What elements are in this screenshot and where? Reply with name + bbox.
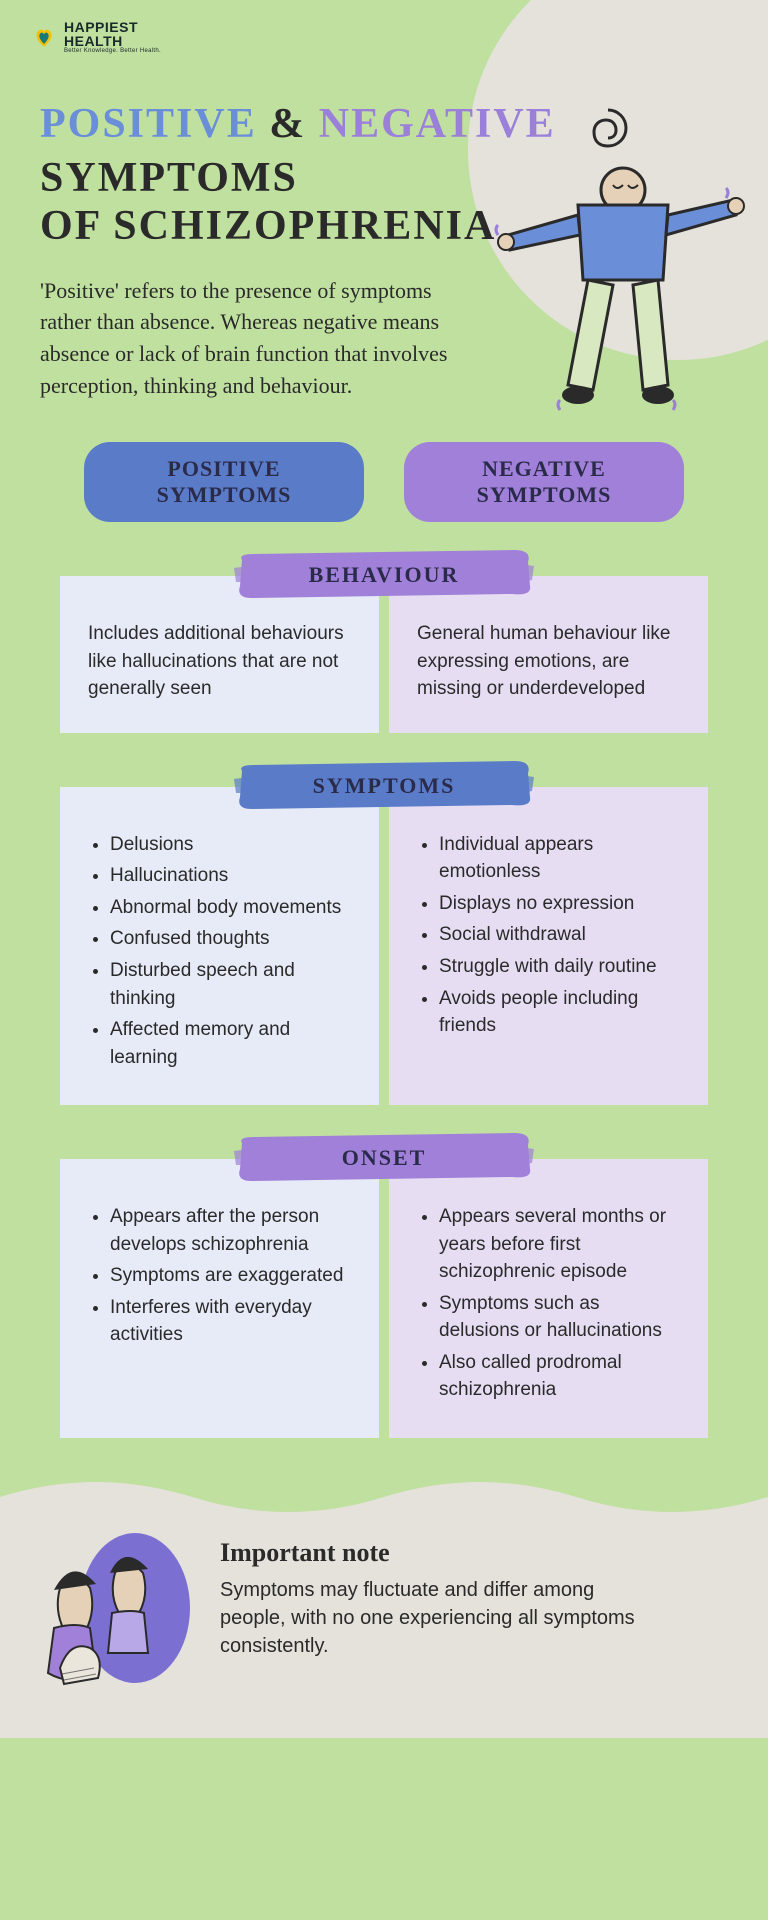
section-behaviour: BEHAVIOURIncludes additional behaviours … (0, 548, 768, 733)
list-item: Delusions (110, 831, 351, 859)
intro-paragraph: 'Positive' refers to the presence of sym… (40, 275, 460, 403)
list-item: Hallucinations (110, 862, 351, 890)
title-line1: POSITIVE & NEGATIVE (40, 100, 728, 148)
section-columns: Appears after the person develops schizo… (60, 1159, 708, 1438)
title-positive: POSITIVE (40, 101, 257, 147)
list-item: Confused thoughts (110, 925, 351, 953)
list-item: Social withdrawal (439, 921, 680, 949)
section-heading-brush: SYMPTOMS (234, 759, 534, 813)
section-heading-brush: BEHAVIOUR (234, 548, 534, 602)
list-item: Symptoms are exaggerated (110, 1262, 351, 1290)
list-item: Appears after the person develops schizo… (110, 1203, 351, 1258)
list-item: Interferes with everyday activities (110, 1294, 351, 1349)
positive-box: Delusions Hallucinations Abnormal body mov… (60, 787, 379, 1105)
section-columns: Delusions Hallucinations Abnormal body mov… (60, 787, 708, 1105)
list-item: Avoids people including friends (439, 985, 680, 1040)
list-item: Abnormal body movements (110, 894, 351, 922)
section-heading-text: ONSET (342, 1145, 427, 1170)
positive-column-pill: POSITIVE SYMPTOMS (84, 442, 364, 522)
note-body: Symptoms may fluctuate and differ among … (220, 1576, 640, 1660)
list-item: Symptoms such as delusions or hallucinat… (439, 1290, 680, 1345)
negative-box: Individual appears emotionless Displays n… (389, 787, 708, 1105)
negative-column-pill: NEGATIVE SYMPTOMS (404, 442, 684, 522)
title-negative: NEGATIVE (319, 101, 556, 147)
section-heading-text: BEHAVIOUR (309, 562, 460, 587)
list-item: Disturbed speech and thinking (110, 957, 351, 1012)
list-item: Struggle with daily routine (439, 953, 680, 981)
negative-box: Appears several months or years before f… (389, 1159, 708, 1438)
section-symptoms: SYMPTOMS Delusions Hallucinations Abnormal … (0, 759, 768, 1105)
section-onset: ONSET Appears after the person develops s… (0, 1131, 768, 1438)
list-item: Affected memory and learning (110, 1016, 351, 1071)
list-item: Also called prodromal schizophrenia (439, 1349, 680, 1404)
list-item: Appears several months or years before f… (439, 1203, 680, 1286)
positive-box: Appears after the person develops schizo… (60, 1159, 379, 1438)
note-title: Important note (220, 1538, 728, 1568)
title-amp: & (269, 101, 306, 147)
title-line2: SYMPTOMS OF SCHIZOPHRENIA (40, 154, 728, 251)
section-heading-brush: ONSET (234, 1131, 534, 1185)
mirror-reflection-illustration (20, 1518, 210, 1708)
list-item: Displays no expression (439, 890, 680, 918)
section-heading-text: SYMPTOMS (313, 773, 456, 798)
list-item: Individual appears emotionless (439, 831, 680, 886)
